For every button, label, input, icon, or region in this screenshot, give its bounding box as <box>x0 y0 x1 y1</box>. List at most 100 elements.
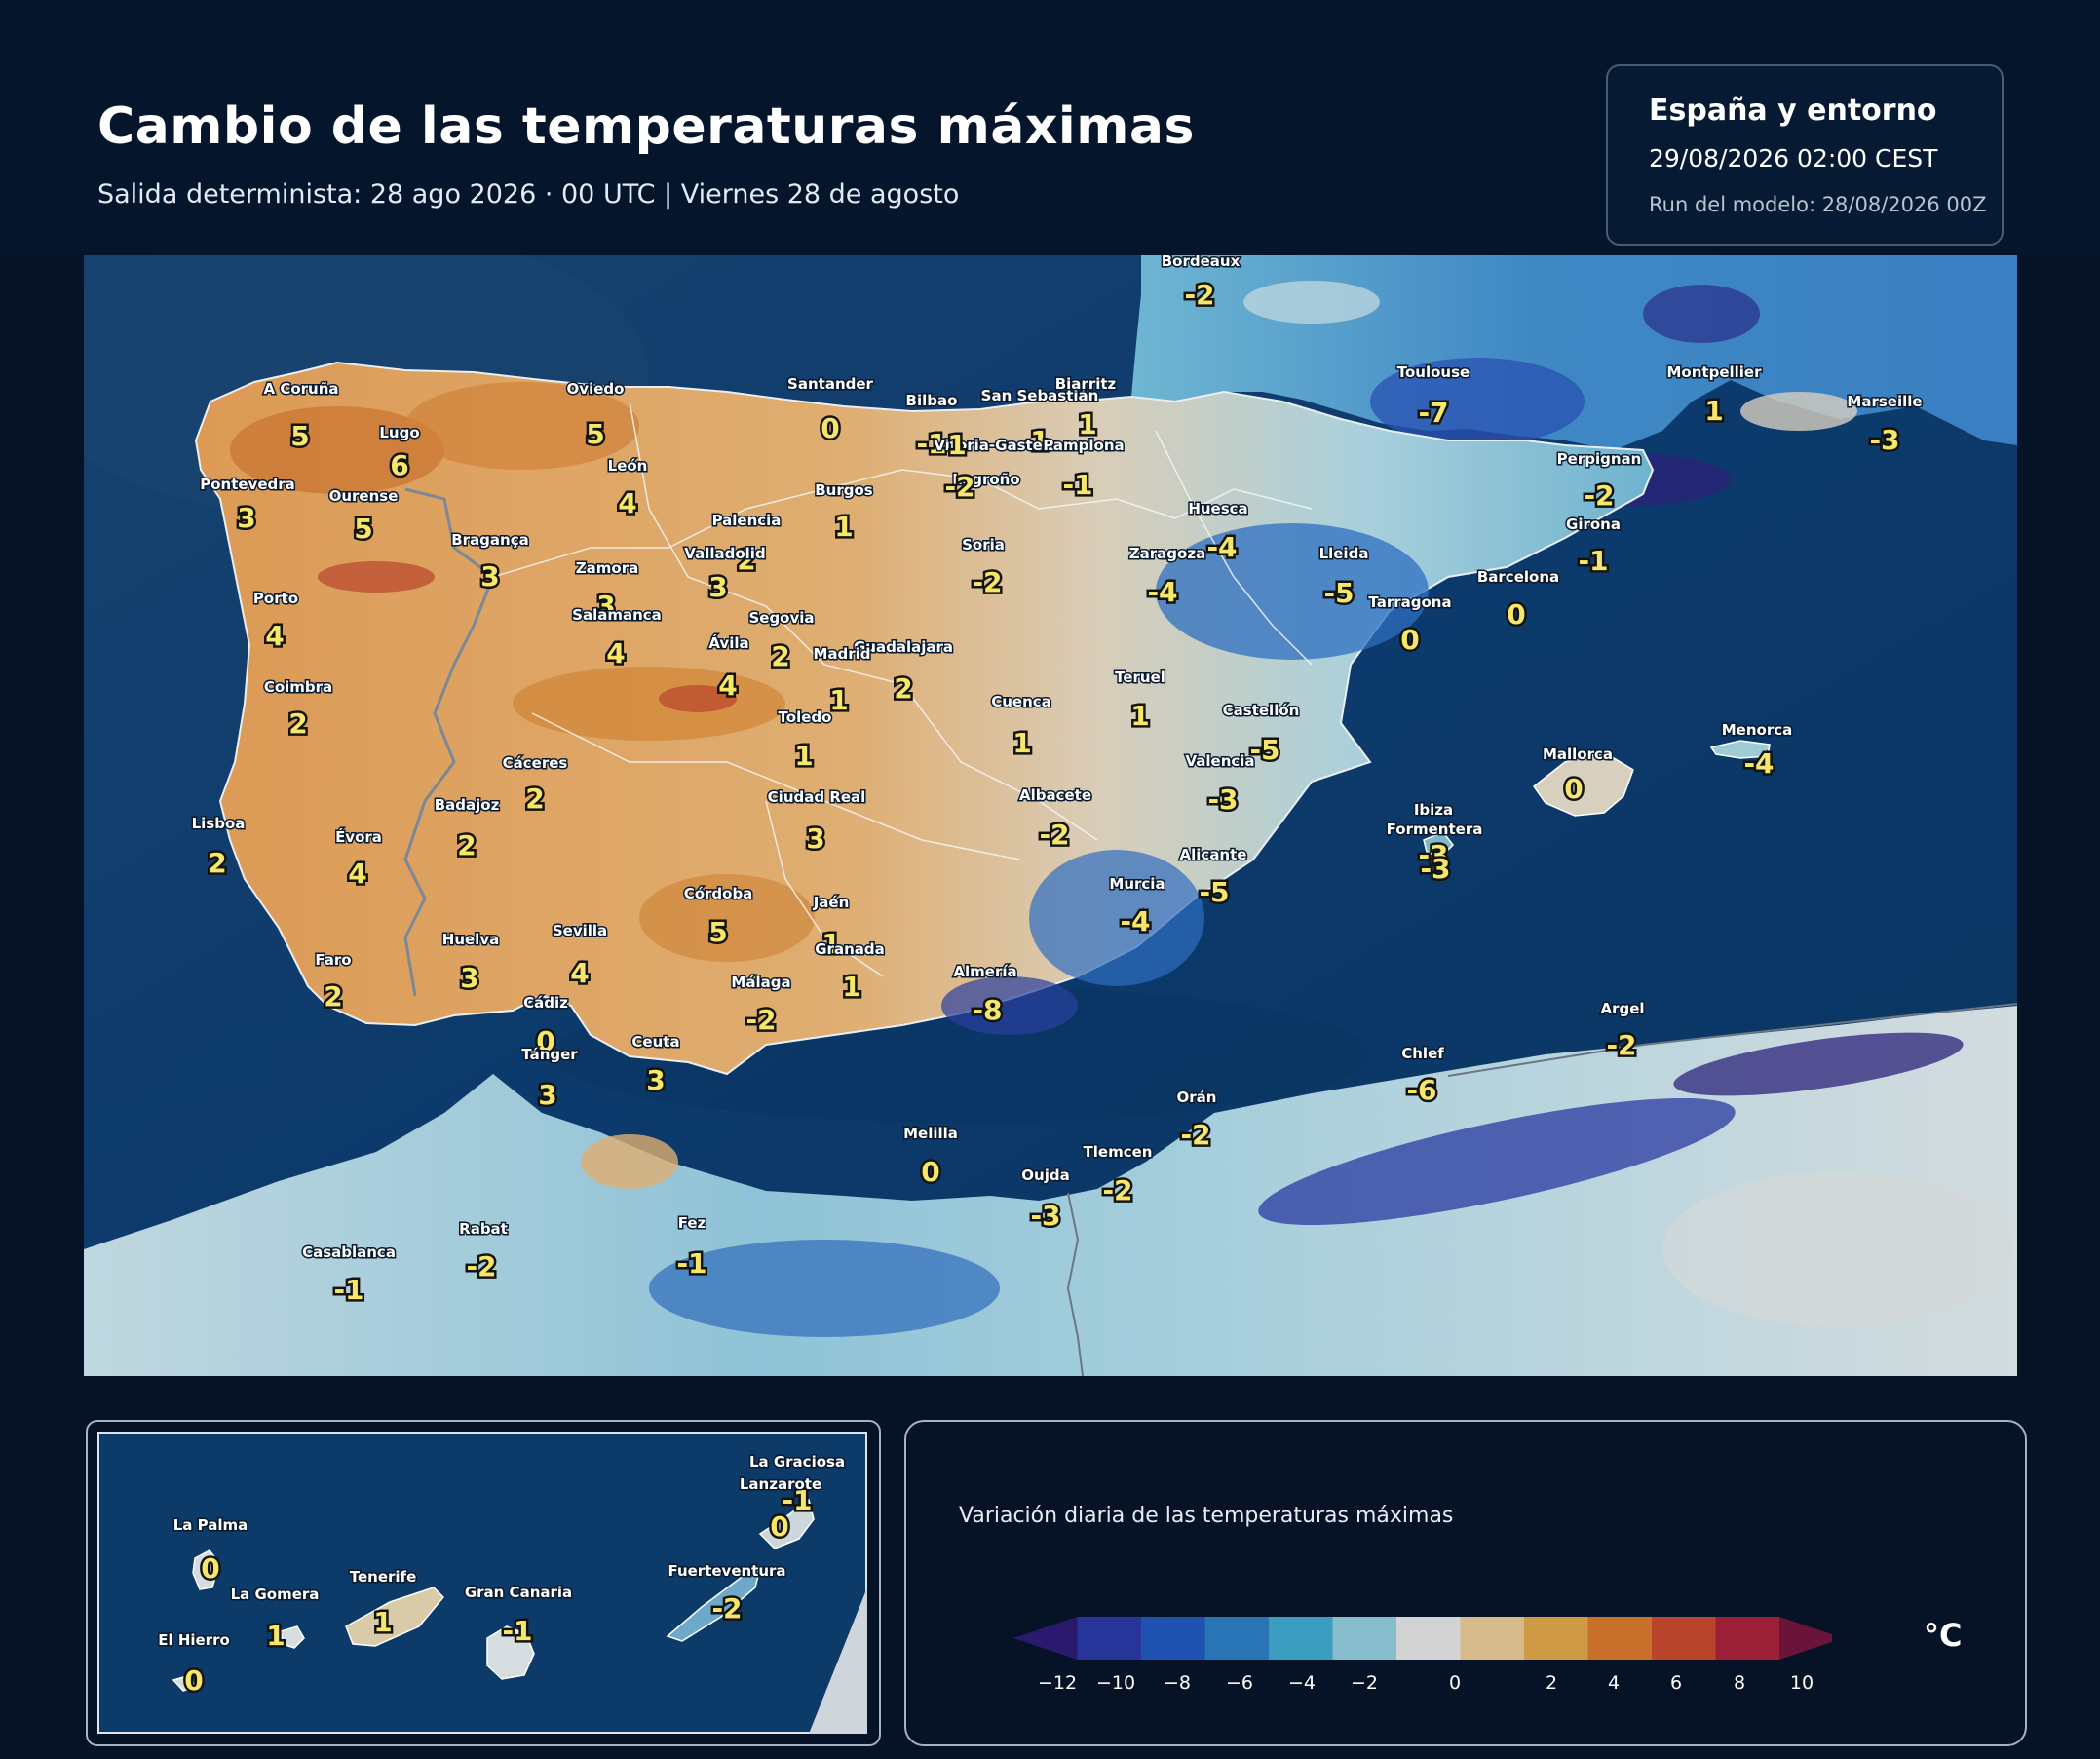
island-label-fuerteventura: Fuerteventura <box>668 1562 785 1580</box>
city-value-formentera: -3 <box>1420 853 1450 885</box>
city-value-montpellier: 1 <box>1704 395 1723 427</box>
city-value-melilla: 0 <box>921 1156 939 1188</box>
city-value-a-coruna: 5 <box>290 420 309 452</box>
colorbar-segment <box>1652 1617 1716 1660</box>
gran-canaria-land <box>486 1625 535 1680</box>
city-label-ceuta: Ceuta <box>631 1033 679 1051</box>
city-label-montpellier: Montpellier <box>1667 363 1763 381</box>
page-subtitle: Salida determinista: 28 ago 2026 · 00 UT… <box>97 179 960 210</box>
city-label-rabat: Rabat <box>459 1220 508 1238</box>
city-label-toledo: Toledo <box>779 708 832 726</box>
legend-unit: °C <box>1924 1617 1963 1654</box>
city-value-fez: -1 <box>676 1247 706 1280</box>
city-value-bilbao: -1 <box>916 428 946 460</box>
city-label-faro: Faro <box>315 951 351 969</box>
city-value-guadalajara: 2 <box>894 672 912 705</box>
city-value-madrid: 1 <box>829 684 848 716</box>
colorbar-segment <box>1141 1617 1205 1660</box>
city-label-badajoz: Badajoz <box>435 796 500 814</box>
colorbar-segment <box>1460 1617 1525 1660</box>
city-value-vitoria-gasteiz: 1 <box>947 429 966 461</box>
city-value-ourense: 5 <box>354 513 372 545</box>
city-label-melilla: Melilla <box>903 1125 958 1142</box>
hot-anomaly <box>659 685 737 712</box>
city-value-oujda: -3 <box>1030 1200 1060 1232</box>
city-label-pontevedra: Pontevedra <box>200 476 295 493</box>
inset-border <box>97 1432 867 1734</box>
city-label-almeria: Almería <box>953 963 1016 980</box>
city-label-logrono: Logroño <box>952 471 1019 488</box>
city-label-oran: Orán <box>1177 1089 1217 1106</box>
colorbar-segment <box>1332 1617 1397 1660</box>
cold-anomaly <box>1370 358 1585 445</box>
colorbar-tick-4: −4 <box>1288 1672 1316 1694</box>
ibiza-land <box>1423 831 1454 859</box>
city-label-braganca: Bragança <box>451 531 529 549</box>
city-value-valencia: -3 <box>1207 784 1238 816</box>
city-label-segovia: Segovia <box>748 609 814 627</box>
city-label-valladolid: Valladolid <box>684 545 765 562</box>
city-value-lisboa: 2 <box>208 847 226 879</box>
city-label-pamplona: Pamplona <box>1043 437 1124 454</box>
city-value-toulouse: -7 <box>1418 397 1448 429</box>
city-value-pamplona: -1 <box>1062 469 1092 501</box>
cold-anomaly <box>1258 1097 1736 1226</box>
city-label-jaen: Jaén <box>813 894 850 911</box>
city-label-oujda: Oujda <box>1021 1166 1069 1184</box>
island-label-el-hierro: El Hierro <box>158 1631 230 1649</box>
cold-anomaly <box>1156 523 1429 660</box>
city-label-santander: Santander <box>787 375 873 393</box>
city-label-soria: Soria <box>962 536 1005 554</box>
la-gomera-land <box>280 1625 305 1649</box>
city-label-girona: Girona <box>1566 516 1621 533</box>
island-value-la-palma: 0 <box>201 1552 219 1585</box>
city-label-ibiza: Ibiza <box>1414 801 1453 819</box>
city-value-logrono: -2 <box>944 471 974 503</box>
city-value-coimbra: 2 <box>288 707 307 740</box>
city-value-girona: -1 <box>1578 545 1608 577</box>
city-value-granada: 1 <box>842 971 860 1003</box>
city-label-tarragona: Tarragona <box>1368 593 1451 611</box>
city-label-lleida: Lleida <box>1319 545 1369 562</box>
city-value-badajoz: 2 <box>457 829 476 861</box>
city-label-mallorca: Mallorca <box>1543 746 1613 763</box>
city-label-leon: León <box>608 457 648 475</box>
colorbar-segment <box>1269 1617 1333 1660</box>
city-value-bordeaux: -2 <box>1184 279 1214 311</box>
colorbar-tick-6: 0 <box>1449 1672 1461 1694</box>
city-value-burgos: 1 <box>834 511 853 543</box>
island-value-tenerife: 1 <box>373 1606 392 1638</box>
city-value-segovia: 2 <box>771 640 789 672</box>
city-label-oviedo: Oviedo <box>567 380 625 398</box>
city-value-faro: 2 <box>324 980 342 1013</box>
header: Cambio de las temperaturas máximas Salid… <box>0 0 2100 255</box>
cold-anomaly <box>1029 850 1204 986</box>
colorbar-tick-7: 2 <box>1546 1672 1557 1694</box>
city-label-formentera: Formentera <box>1387 821 1483 838</box>
city-label-huelva: Huelva <box>442 931 499 948</box>
city-label-bordeaux: Bordeaux <box>1162 255 1241 270</box>
city-value-albacete: -2 <box>1039 819 1069 851</box>
city-value-ibiza: -3 <box>1418 839 1448 871</box>
city-value-alicante: -5 <box>1199 876 1229 908</box>
colorbar-tick-3: −6 <box>1226 1672 1253 1694</box>
warm-anomaly <box>639 874 815 962</box>
city-value-oviedo: 5 <box>586 418 604 450</box>
city-value-argel: -2 <box>1606 1029 1636 1061</box>
city-value-zamora: 3 <box>596 590 615 622</box>
city-label-avila: Ávila <box>708 633 748 652</box>
info-datetime: 29/08/2026 02:00 CEST <box>1649 144 1938 172</box>
island-value-la-graciosa: -1 <box>782 1484 812 1516</box>
city-value-biarritz: 1 <box>1078 408 1096 440</box>
colorbar-segment <box>1013 1617 1078 1660</box>
city-label-burgos: Burgos <box>815 481 873 499</box>
city-label-marseille: Marseille <box>1847 393 1922 410</box>
island-value-la-gomera: 1 <box>266 1620 285 1652</box>
region-borders <box>492 401 1313 977</box>
city-label-casablanca: Casablanca <box>302 1243 396 1261</box>
island-label-la-palma: La Palma <box>173 1516 248 1534</box>
city-value-teruel: 1 <box>1130 700 1149 732</box>
city-value-cordoba: 5 <box>708 916 727 948</box>
city-label-perpignan: Perpignan <box>1557 450 1642 468</box>
